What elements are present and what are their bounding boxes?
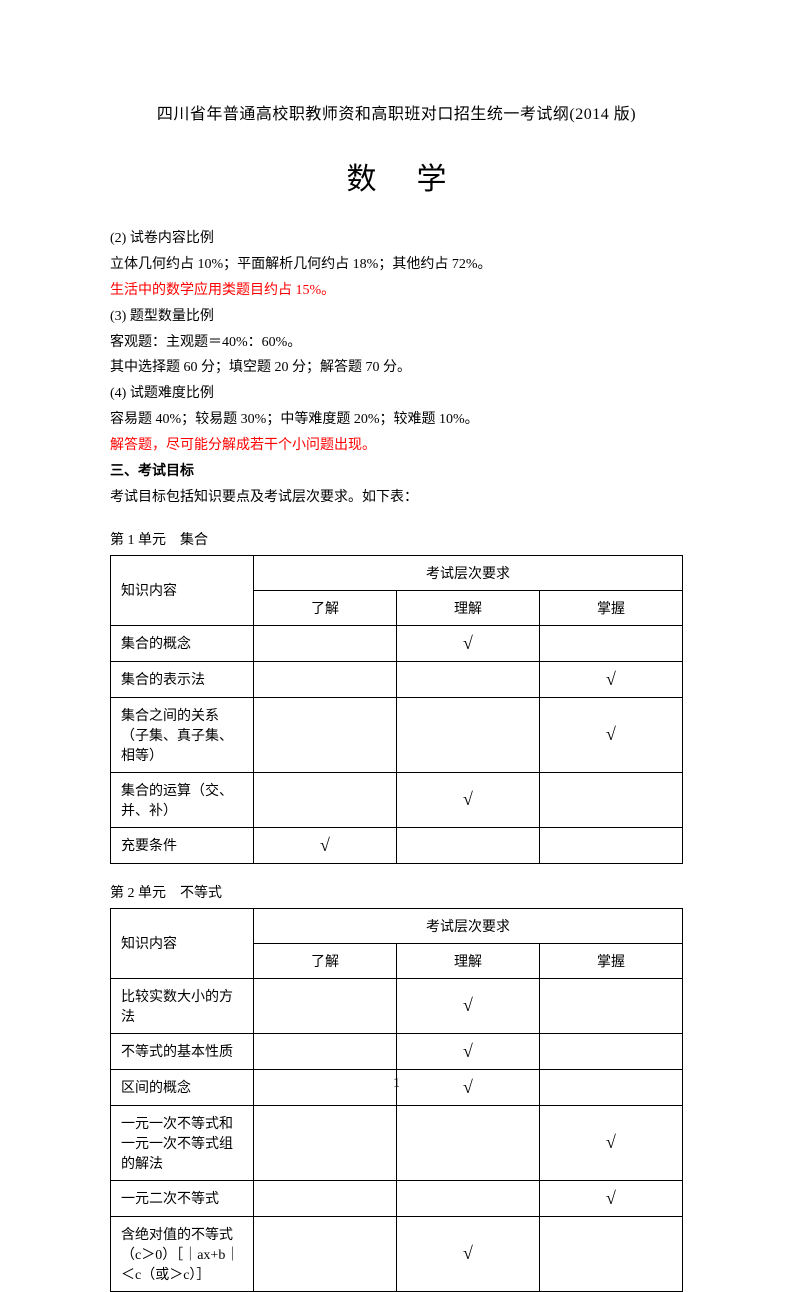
body-line: 考试目标包括知识要点及考试层次要求。如下表： — [110, 485, 683, 511]
table-row: 比较实数大小的方法 √ — [111, 978, 683, 1033]
row-content: 集合的表示法 — [111, 661, 254, 697]
row-check — [254, 625, 397, 661]
row-check: √ — [397, 772, 540, 827]
subject-title: 数学 — [110, 154, 683, 198]
row-check: √ — [540, 661, 683, 697]
row-content: 含绝对值的不等式（c＞0）［｜ax+b｜＜c（或＞c）］ — [111, 1216, 254, 1291]
row-check — [254, 1105, 397, 1180]
table-header-level3: 掌握 — [540, 943, 683, 978]
row-content: 不等式的基本性质 — [111, 1033, 254, 1069]
document-title: 四川省年普通高校职教师资和高职班对口招生统一考试纲(2014 版) — [110, 100, 683, 124]
table-row: 不等式的基本性质 √ — [111, 1033, 683, 1069]
row-check — [540, 625, 683, 661]
row-check — [254, 772, 397, 827]
table-row: 一元二次不等式 √ — [111, 1180, 683, 1216]
table-header-level2: 理解 — [397, 943, 540, 978]
table-header-level2: 理解 — [397, 590, 540, 625]
body-line: 解答题，尽可能分解成若干个小问题出现。 — [110, 433, 683, 459]
table-header-level-group: 考试层次要求 — [254, 908, 683, 943]
body-line: 容易题 40%；较易题 30%；中等难度题 20%；较难题 10%。 — [110, 407, 683, 433]
body-line: 生活中的数学应用类题目约占 15%。 — [110, 278, 683, 304]
row-content: 集合之间的关系（子集、真子集、相等） — [111, 697, 254, 772]
row-check — [397, 827, 540, 863]
row-check — [397, 661, 540, 697]
row-content: 一元二次不等式 — [111, 1180, 254, 1216]
page-number: 1 — [0, 1076, 793, 1092]
unit1-table: 知识内容 考试层次要求 了解 理解 掌握 集合的概念√集合的表示法√集合之间的关… — [110, 555, 683, 864]
row-check — [254, 661, 397, 697]
row-check — [254, 1216, 397, 1291]
body-line: 客观题：主观题＝40%：60%。 — [110, 330, 683, 356]
row-content: 集合的运算（交、并、补） — [111, 772, 254, 827]
table-header-level1: 了解 — [254, 943, 397, 978]
body-line: (2) 试卷内容比例 — [110, 226, 683, 252]
row-check: √ — [540, 1105, 683, 1180]
body-line: 立体几何约占 10%；平面解析几何约占 18%；其他约占 72%。 — [110, 252, 683, 278]
row-check — [540, 827, 683, 863]
row-check — [397, 1105, 540, 1180]
table-row: 集合的运算（交、并、补） √ — [111, 772, 683, 827]
body-line: (4) 试题难度比例 — [110, 381, 683, 407]
row-check: √ — [397, 978, 540, 1033]
row-check: √ — [397, 1033, 540, 1069]
unit2-title: 第 2 单元 不等式 — [110, 882, 683, 902]
body-line: 其中选择题 60 分；填空题 20 分；解答题 70 分。 — [110, 355, 683, 381]
row-check — [540, 1033, 683, 1069]
row-check — [254, 1033, 397, 1069]
table-header-level-group: 考试层次要求 — [254, 555, 683, 590]
table-row: 集合之间的关系（子集、真子集、相等） √ — [111, 697, 683, 772]
table-header-level3: 掌握 — [540, 590, 683, 625]
row-check — [254, 978, 397, 1033]
row-check — [397, 1180, 540, 1216]
table-row: 集合的概念 √ — [111, 625, 683, 661]
body-line: 三、考试目标 — [110, 459, 683, 485]
table-row: 集合的表示法 √ — [111, 661, 683, 697]
row-check: √ — [397, 1216, 540, 1291]
row-check — [540, 1216, 683, 1291]
body-line: (3) 题型数量比例 — [110, 304, 683, 330]
row-check: √ — [540, 697, 683, 772]
table-header-level1: 了解 — [254, 590, 397, 625]
table-header-content: 知识内容 — [111, 555, 254, 625]
row-check — [540, 978, 683, 1033]
table-header-content: 知识内容 — [111, 908, 254, 978]
row-check — [540, 772, 683, 827]
row-content: 充要条件 — [111, 827, 254, 863]
unit2-table: 知识内容 考试层次要求 了解 理解 掌握 比较实数大小的方法 √ 不等式的基本性质 √… — [110, 908, 683, 1292]
row-check — [397, 697, 540, 772]
table-row: 一元一次不等式和一元一次不等式组的解法 √ — [111, 1105, 683, 1180]
row-content: 集合的概念 — [111, 625, 254, 661]
row-check: √ — [397, 625, 540, 661]
row-check — [254, 1180, 397, 1216]
row-check: √ — [254, 827, 397, 863]
body-text: (2) 试卷内容比例立体几何约占 10%；平面解析几何约占 18%；其他约占 7… — [110, 226, 683, 511]
row-content: 一元一次不等式和一元一次不等式组的解法 — [111, 1105, 254, 1180]
row-check: √ — [540, 1180, 683, 1216]
row-check — [254, 697, 397, 772]
table-row: 含绝对值的不等式（c＞0）［｜ax+b｜＜c（或＞c）］ √ — [111, 1216, 683, 1291]
unit1-title: 第 1 单元 集合 — [110, 529, 683, 549]
table-row: 充要条件√ — [111, 827, 683, 863]
row-content: 比较实数大小的方法 — [111, 978, 254, 1033]
